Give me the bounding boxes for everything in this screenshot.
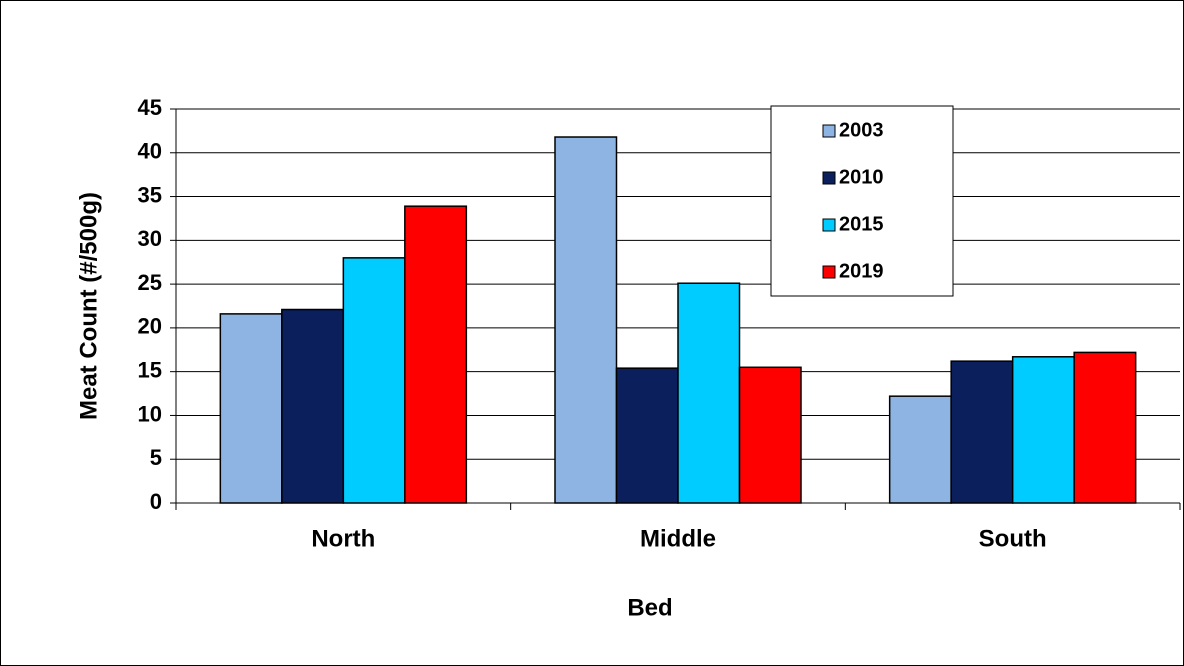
y-axis-label: Meat Count (#/500g) xyxy=(75,192,102,420)
bar xyxy=(342,257,406,504)
y-tick-label: 15 xyxy=(138,357,162,382)
bar xyxy=(219,313,283,504)
bar xyxy=(1011,356,1075,504)
bar xyxy=(950,360,1014,504)
legend-label: 2010 xyxy=(839,166,884,188)
y-tick-label: 25 xyxy=(138,270,162,295)
y-tick-label: 40 xyxy=(138,139,162,164)
legend-label: 2015 xyxy=(839,213,884,235)
legend-swatch xyxy=(822,265,836,279)
y-tick-label: 10 xyxy=(138,401,162,426)
x-tick-label: North xyxy=(311,525,375,552)
y-tick-label: 45 xyxy=(138,95,162,120)
legend-swatch xyxy=(822,218,836,232)
y-tick-label: 0 xyxy=(150,489,162,514)
y-tick-label: 20 xyxy=(138,314,162,339)
bar xyxy=(615,367,679,504)
x-tick-label: Middle xyxy=(640,525,716,552)
bar xyxy=(281,308,345,504)
legend-label: 2019 xyxy=(839,260,884,282)
x-tick-label: South xyxy=(979,525,1047,552)
bar xyxy=(404,205,468,504)
legend-swatch xyxy=(822,171,836,185)
y-tick-label: 5 xyxy=(150,445,162,470)
y-tick-label: 35 xyxy=(138,182,162,207)
legend-swatch xyxy=(822,124,836,138)
bar xyxy=(1073,351,1137,504)
bar xyxy=(888,395,952,504)
bar xyxy=(554,136,618,504)
y-tick-label: 30 xyxy=(138,226,162,251)
legend-box xyxy=(770,105,954,297)
x-axis-label: Bed xyxy=(627,594,672,621)
legend-label: 2003 xyxy=(839,119,884,141)
bar xyxy=(677,282,741,504)
bar xyxy=(738,366,802,504)
